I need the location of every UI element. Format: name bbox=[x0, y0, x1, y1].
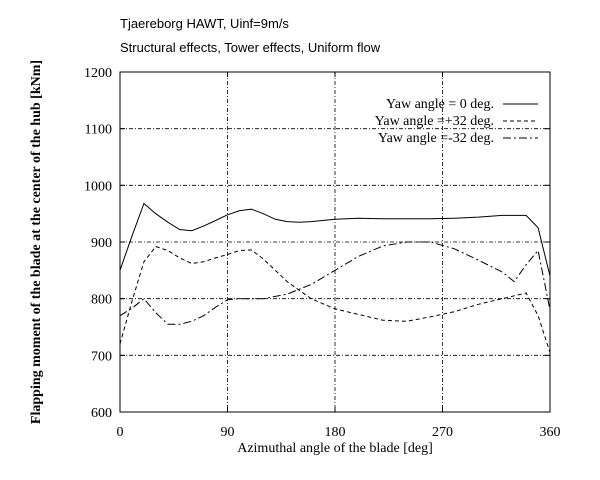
y-tick-label: 1100 bbox=[85, 123, 112, 138]
x-tick-label: 90 bbox=[221, 425, 235, 440]
legend-label: Yaw angle = 0 deg. bbox=[386, 97, 494, 112]
series-lines bbox=[119, 202, 551, 353]
legend-label: Yaw angle =-32 deg. bbox=[378, 131, 494, 146]
y-tick-label: 1000 bbox=[84, 179, 112, 194]
y-tick-label: 600 bbox=[91, 406, 112, 421]
x-tick-label: 270 bbox=[432, 425, 453, 440]
legend: Yaw angle = 0 deg. Yaw angle =+32 deg. Yaw… bbox=[375, 97, 538, 146]
chart-title: Tjaereborg HAWT, Uinf=9m/s bbox=[120, 16, 289, 31]
x-tick-label: 180 bbox=[325, 425, 346, 440]
legend-label: Yaw angle =+32 deg. bbox=[375, 114, 494, 129]
y-axis-label: Flapping moment of the blade at the cent… bbox=[29, 60, 44, 424]
axis-ticks bbox=[119, 71, 551, 413]
y-tick-label: 1200 bbox=[84, 66, 112, 81]
series-line bbox=[119, 245, 551, 353]
x-tick-label: 0 bbox=[117, 425, 124, 440]
series-line bbox=[119, 241, 551, 325]
x-tick-label: 360 bbox=[540, 425, 561, 440]
y-tick-label: 700 bbox=[91, 349, 112, 364]
tick-labels: 0 90 180 270 360 600 700 800 900 1000 1100 1200 bbox=[84, 66, 561, 440]
series-line bbox=[119, 202, 551, 277]
y-tick-label: 800 bbox=[91, 293, 112, 308]
chart-subtitle: Structural effects, Tower effects, Unifo… bbox=[120, 40, 381, 55]
y-tick-label: 900 bbox=[91, 236, 112, 251]
x-axis-label: Azimuthal angle of the blade [deg] bbox=[237, 441, 433, 456]
grid-lines bbox=[120, 72, 550, 412]
